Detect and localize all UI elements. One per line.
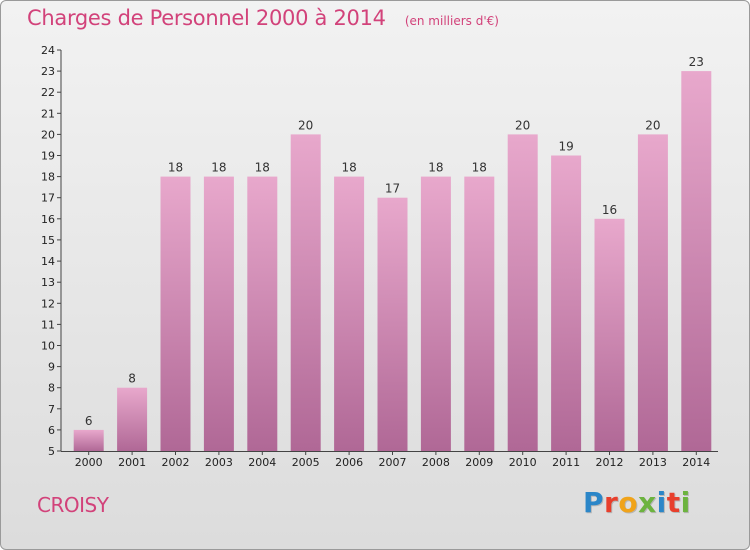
x-tick-label-2010: 2010: [509, 456, 537, 469]
x-tick-label-2014: 2014: [682, 456, 710, 469]
y-tick-label-13: 13: [41, 276, 55, 289]
value-label-2003: 18: [211, 161, 226, 175]
y-tick-label-24: 24: [41, 44, 55, 57]
x-tick-label-2000: 2000: [75, 456, 103, 469]
y-tick-label-6: 6: [48, 424, 55, 437]
value-label-2007: 17: [385, 182, 400, 196]
bar-2014: [681, 71, 712, 451]
value-label-2000: 6: [85, 414, 93, 428]
value-label-2008: 18: [428, 161, 443, 175]
value-label-2011: 19: [558, 140, 573, 154]
y-tick-label-7: 7: [48, 403, 55, 416]
x-tick-label-2008: 2008: [422, 456, 450, 469]
value-label-2004: 18: [255, 161, 270, 175]
y-tick-label-23: 23: [41, 65, 55, 78]
bar-2010: [507, 134, 538, 451]
x-tick-label-2003: 2003: [205, 456, 233, 469]
logo-letter: x: [638, 486, 657, 519]
bar-2009: [464, 176, 495, 451]
x-tick-label-2004: 2004: [248, 456, 276, 469]
y-tick-label-5: 5: [48, 445, 55, 458]
bars-group: 6 8 18 18 18 20 18 17 18 18 20 19 16 20 23: [73, 55, 712, 451]
logo-letter: P: [583, 486, 605, 519]
chart-subtitle: (en milliers d'€): [404, 14, 499, 28]
value-label-2006: 18: [341, 161, 356, 175]
y-tick-label-12: 12: [41, 297, 55, 310]
chart-title: Charges de Personnel 2000 à 2014: [27, 6, 386, 30]
bar-2007: [377, 197, 408, 451]
y-tick-label-8: 8: [48, 382, 55, 395]
proxiti-logo: Proxiti: [583, 486, 691, 519]
axes-group: 2000 2001 2002 2003 2004 2005 2006 2007 2008 2009…: [41, 44, 718, 469]
bar-2013: [637, 134, 668, 451]
bar-2004: [247, 176, 278, 451]
value-label-2002: 18: [168, 161, 183, 175]
bar-2000: [73, 429, 104, 451]
value-label-2014: 23: [689, 55, 704, 69]
y-tick-label-22: 22: [41, 86, 55, 99]
y-tick-label-19: 19: [41, 150, 55, 163]
x-tick-label-2013: 2013: [639, 456, 667, 469]
x-tick-label-2009: 2009: [465, 456, 493, 469]
y-tick-label-14: 14: [41, 255, 55, 268]
x-tick-label-2011: 2011: [552, 456, 580, 469]
value-label-2001: 8: [128, 372, 136, 386]
bar-2012: [594, 218, 625, 451]
value-label-2010: 20: [515, 118, 530, 132]
bar-2008: [420, 176, 451, 451]
bar-2002: [160, 176, 191, 451]
bar-2011: [551, 155, 582, 451]
x-tick-label-2012: 2012: [596, 456, 624, 469]
bar-2005: [290, 134, 321, 451]
logo-letter: o: [618, 486, 639, 519]
bar-2001: [117, 387, 148, 451]
place-name: CROISY: [37, 493, 109, 517]
y-tick-label-16: 16: [41, 213, 55, 226]
y-tick-label-21: 21: [41, 107, 55, 120]
logo-letter: t: [666, 486, 681, 519]
logo-letter: i: [656, 486, 667, 519]
logo-letter: i: [680, 486, 691, 519]
bar-2006: [334, 176, 365, 451]
value-label-2005: 20: [298, 118, 313, 132]
x-tick-label-2005: 2005: [292, 456, 320, 469]
value-label-2012: 16: [602, 203, 617, 217]
y-tick-label-17: 17: [41, 192, 55, 205]
x-tick-label-2002: 2002: [162, 456, 190, 469]
y-tick-label-20: 20: [41, 128, 55, 141]
y-tick-label-11: 11: [41, 318, 55, 331]
logo-letter: r: [604, 486, 619, 519]
x-tick-label-2006: 2006: [335, 456, 363, 469]
x-tick-label-2007: 2007: [379, 456, 407, 469]
y-tick-label-9: 9: [48, 361, 55, 374]
x-tick-label-2001: 2001: [118, 456, 146, 469]
y-tick-label-18: 18: [41, 171, 55, 184]
chart-title-block: Charges de Personnel 2000 à 2014 (en mil…: [27, 6, 499, 30]
y-tick-label-10: 10: [41, 340, 55, 353]
bar-2003: [203, 176, 234, 451]
value-label-2009: 18: [472, 161, 487, 175]
y-tick-label-15: 15: [41, 234, 55, 247]
value-label-2013: 20: [645, 118, 660, 132]
